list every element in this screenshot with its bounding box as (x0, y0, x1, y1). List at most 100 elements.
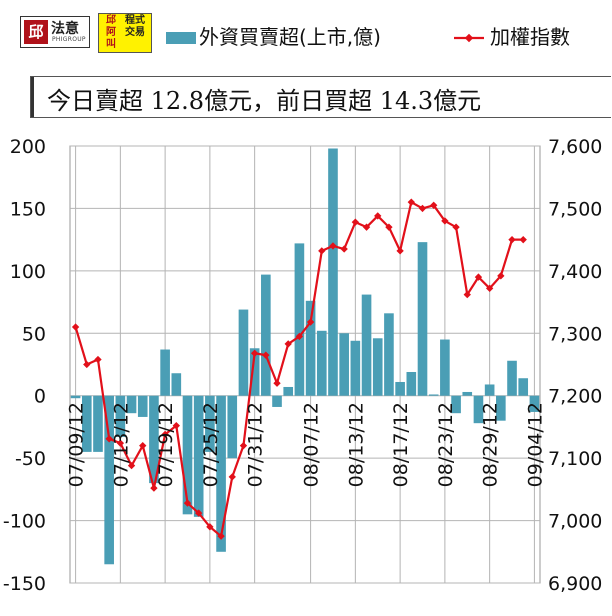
x-tick-label: 08/29/12 (480, 402, 502, 487)
index-point (262, 351, 270, 359)
legend-line-marker (464, 33, 474, 43)
index-point (127, 461, 136, 470)
bar (193, 395, 204, 517)
x-tick-label: 08/23/12 (435, 402, 457, 487)
left-tick-label: -100 (3, 511, 46, 533)
logo-sub: PHIGROUP (52, 36, 86, 43)
x-axis: 07/09/12 07/13/12 07/19/12 07/25/12 07/31/12… (66, 402, 547, 487)
bar (518, 378, 529, 396)
bar (451, 395, 461, 414)
bar (261, 274, 271, 396)
right-tick-label: 6,900 (548, 573, 602, 595)
line-series (71, 198, 527, 540)
index-point (306, 318, 315, 326)
right-tick-label: 7,400 (548, 261, 602, 283)
x-tick-label: 08/17/12 (390, 402, 412, 487)
left-tick-label: 100 (10, 261, 46, 283)
index-point (116, 439, 125, 447)
bar (216, 395, 226, 552)
program-logo-right: 程式 交易 (125, 15, 145, 38)
legend: 外資買賣超(上市,億) 加權指數 (166, 25, 570, 49)
right-tick-label: 7,000 (548, 511, 602, 533)
x-tick-label: 07/25/12 (200, 402, 222, 487)
bar (417, 242, 428, 396)
bar (81, 395, 92, 452)
summary-box: 今日賣超 12.8億元，前日買超 14.3億元 (30, 76, 611, 118)
index-point (441, 217, 449, 225)
bar (149, 395, 159, 484)
left-tick-label: 150 (10, 198, 46, 220)
bar (496, 395, 506, 421)
x-tick-label: 07/31/12 (245, 402, 267, 487)
right-tick-label: 7,600 (548, 136, 602, 158)
legend-bar-swatch (166, 32, 196, 44)
bar (137, 395, 148, 417)
logo-seal: 邱 (24, 20, 48, 44)
bar (126, 395, 137, 414)
index-point (430, 201, 438, 209)
x-tick-label: 08/07/12 (301, 402, 323, 487)
index-point (172, 422, 180, 430)
legend-bar-label: 外資買賣超(上市,億) (199, 25, 381, 49)
index-point (183, 499, 192, 507)
bar (205, 395, 215, 452)
index-point (83, 360, 91, 369)
bar (339, 333, 349, 396)
left-tick-label: 0 (34, 386, 46, 408)
bar (283, 386, 294, 396)
index-point (150, 484, 158, 492)
index-point (318, 247, 326, 255)
right-tick-label: 7,500 (548, 198, 602, 220)
bar (249, 348, 260, 396)
index-point (94, 355, 102, 364)
bar (350, 340, 361, 396)
x-tick-label: 07/13/12 (110, 402, 132, 487)
program-trading-logo: 邱 阿 叫 程式 交易 (98, 13, 152, 53)
left-tick-label: 50 (22, 323, 46, 345)
index-point (418, 204, 427, 213)
bar (272, 395, 282, 407)
left-tick-label: -50 (15, 448, 46, 470)
index-point (228, 473, 236, 481)
index-point (452, 223, 460, 231)
bar (227, 395, 238, 459)
index-point (485, 284, 494, 293)
bar (440, 339, 450, 396)
x-tick-label: 08/13/12 (345, 402, 367, 487)
bar-series (70, 148, 540, 565)
x-tick-label: 07/09/12 (66, 402, 88, 487)
index-point (463, 290, 471, 299)
index-point (105, 435, 113, 443)
bar (395, 381, 405, 396)
bar (372, 338, 383, 396)
grid (70, 145, 540, 584)
right-tick-label: 7,100 (548, 448, 602, 470)
bar (428, 394, 439, 396)
bar (115, 395, 126, 437)
index-point (519, 235, 527, 244)
bar (361, 294, 372, 396)
bar (70, 395, 81, 399)
x-tick-label: 07/19/12 (155, 402, 177, 487)
legend-line-label: 加權指數 (490, 25, 570, 49)
index-point (161, 430, 169, 439)
summary-text: 今日賣超 12.8億元，前日買超 14.3億元 (47, 87, 482, 115)
right-axis: 6,900 7,000 7,100 7,200 7,300 7,400 7,500 7,600 (548, 136, 602, 595)
index-point (273, 379, 281, 387)
program-logo-left: 邱 阿 叫 (106, 15, 116, 50)
index-point (284, 340, 292, 348)
bar (182, 395, 193, 515)
plot-area (69, 145, 541, 584)
index-point (195, 509, 203, 517)
bar (507, 360, 517, 396)
bar (238, 309, 249, 396)
bar (529, 395, 540, 412)
bar (160, 349, 170, 396)
bar (328, 148, 338, 396)
x-tick-label: 09/04/12 (524, 402, 546, 487)
index-point (396, 247, 404, 255)
bar (473, 395, 484, 424)
bar (316, 330, 327, 396)
index-point (474, 273, 483, 281)
